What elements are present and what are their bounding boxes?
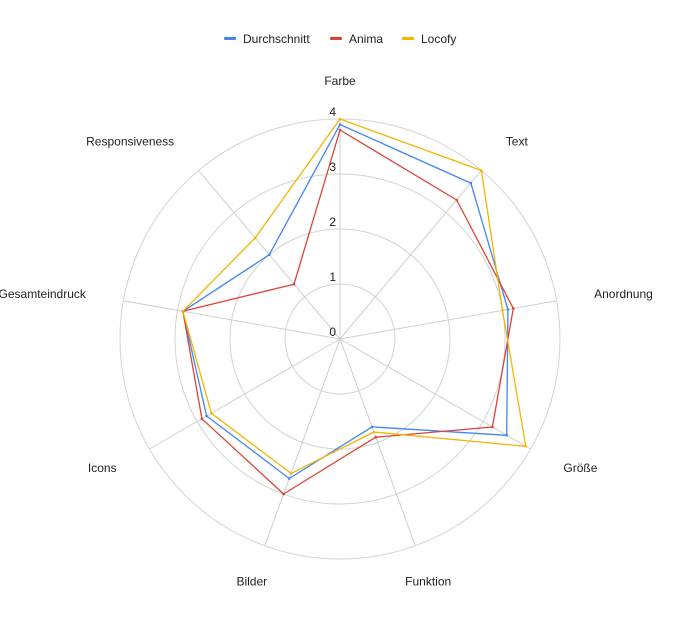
point-anima-farbe[interactable]	[338, 128, 342, 132]
legend-item-anima[interactable]: Anima	[330, 32, 383, 46]
point-anima-funktion[interactable]	[374, 435, 378, 439]
axis-labels: Farbe Text Anordnung Größe Funktion Bilder Ico…	[0, 74, 653, 588]
legend-swatch-locofy	[402, 37, 414, 40]
point-anima-responsiveness[interactable]	[292, 282, 296, 286]
series-line-locofy[interactable]	[182, 118, 527, 475]
point-locofy-farbe[interactable]	[338, 117, 342, 121]
point-anima-bilder[interactable]	[282, 492, 285, 496]
series-layer	[181, 117, 528, 496]
axis-label-icons: Icons	[88, 461, 117, 475]
tick-label-3: 3	[329, 160, 336, 174]
tick-label-1: 1	[329, 270, 336, 284]
axis-label-anordnung: Anordnung	[594, 287, 653, 301]
point-durchschnitt-text[interactable]	[469, 181, 473, 185]
point-durchschnitt-anordnung[interactable]	[506, 308, 510, 311]
axis-label-bilder: Bilder	[236, 574, 267, 588]
legend: Durchschnitt Anima Locofy	[224, 32, 456, 46]
spoke-groesse	[339, 338, 531, 450]
spoke-anordnung	[339, 300, 557, 340]
series-locofy	[181, 117, 528, 475]
point-locofy-groesse[interactable]	[524, 445, 528, 448]
point-durchschnitt-groesse[interactable]	[505, 434, 509, 437]
point-anima-icons[interactable]	[200, 417, 204, 421]
axis-label-responsiveness: Responsiveness	[86, 134, 174, 148]
spoke-bilder	[264, 338, 341, 546]
legend-swatch-anima	[330, 37, 342, 40]
spoke-icons	[149, 338, 341, 450]
legend-item-durchschnitt[interactable]: Durchschnitt	[224, 32, 310, 46]
point-locofy-text[interactable]	[480, 169, 483, 172]
tick-label-4: 4	[329, 105, 336, 119]
point-anima-groesse[interactable]	[491, 425, 494, 429]
point-anima-anordnung[interactable]	[512, 307, 515, 310]
point-locofy-funktion[interactable]	[372, 430, 376, 434]
legend-label-locofy: Locofy	[421, 32, 456, 46]
point-durchschnitt-responsiveness[interactable]	[268, 253, 271, 256]
series-durchschnitt	[181, 123, 510, 480]
point-locofy-responsiveness[interactable]	[253, 236, 257, 240]
legend-label-anima: Anima	[349, 32, 383, 46]
tick-label-0: 0	[329, 325, 336, 339]
point-durchschnitt-icons[interactable]	[205, 414, 208, 418]
point-locofy-anordnung[interactable]	[501, 309, 504, 312]
point-durchschnitt-farbe[interactable]	[338, 123, 342, 126]
tick-labels: 0 1 2 3 4	[329, 105, 336, 339]
axis-label-funktion: Funktion	[405, 574, 451, 588]
legend-item-locofy[interactable]: Locofy	[402, 32, 456, 46]
point-locofy-gesamteindruck[interactable]	[181, 310, 185, 313]
series-line-anima[interactable]	[182, 129, 514, 495]
axis-label-text: Text	[506, 134, 529, 148]
spoke-text	[339, 170, 482, 340]
point-anima-text[interactable]	[455, 198, 459, 202]
spoke-gesamteindruck	[123, 300, 341, 340]
axis-label-gesamteindruck: Gesamteindruck	[0, 287, 87, 301]
legend-swatch-durchschnitt	[224, 37, 236, 40]
point-durchschnitt-bilder[interactable]	[287, 477, 291, 480]
axis-label-groesse: Größe	[563, 461, 597, 475]
point-locofy-icons[interactable]	[210, 412, 213, 415]
axis-label-farbe: Farbe	[324, 74, 356, 88]
radar-grid	[119, 118, 561, 560]
series-line-durchschnitt[interactable]	[182, 123, 509, 480]
tick-label-2: 2	[329, 215, 336, 229]
legend-label-durchschnitt: Durchschnitt	[243, 32, 310, 46]
point-durchschnitt-funktion[interactable]	[370, 425, 374, 429]
point-locofy-bilder[interactable]	[289, 472, 293, 475]
spoke-funktion	[339, 338, 416, 546]
